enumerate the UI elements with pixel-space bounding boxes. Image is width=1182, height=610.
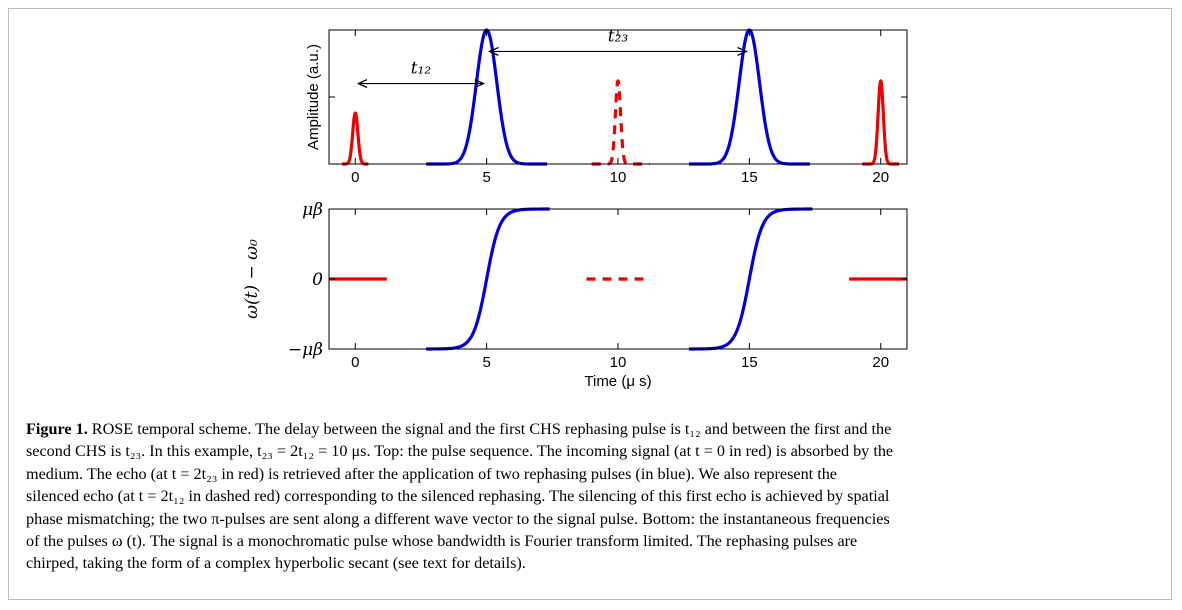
annotation-label-2: t₂₃	[608, 26, 629, 46]
bottom-y-tick-label: 0	[312, 270, 323, 290]
figure-caption: Figure 1. ROSE temporal scheme. The dela…	[26, 418, 1158, 575]
bottom-y-axis-label: ω(t) − ω₀	[242, 239, 262, 319]
top-panel: 0 5 10 15 20 t₁₂ t₂₃ Amplitude (a.u.)	[305, 26, 908, 186]
top-x-tick-label: 10	[610, 169, 627, 186]
figure-label: Figure 1.	[26, 420, 88, 438]
top-x-tick-label: 5	[482, 169, 490, 186]
bottom-y-tick-label: μβ	[302, 200, 323, 220]
top-y-axis-label: Amplitude (a.u.)	[305, 44, 322, 150]
top-annotations-group: t₁₂ t₂₃	[358, 26, 746, 83]
caption-line-7: chirped, taking the form of a complex hy…	[26, 554, 526, 573]
top-series-5	[860, 79, 901, 166]
top-axes-box	[328, 29, 908, 165]
caption-line-5: phase mismatching; the two π-pulses are …	[26, 509, 890, 528]
top-x-tick-label: 20	[872, 169, 889, 186]
bottom-y-tick-label: −μβ	[288, 340, 323, 360]
bottom-series-2	[425, 207, 551, 351]
figure-plots: 0 5 10 15 20 t₁₂ t₂₃ Amplitude (a.u.) 0 5 10 15 2…	[242, 26, 909, 390]
caption-line-1-text: ROSE temporal scheme. The delay between …	[91, 420, 892, 438]
bottom-x-tick-label: 5	[482, 354, 490, 371]
figure-frame	[8, 8, 1172, 600]
bottom-x-tick-label: 20	[872, 354, 889, 371]
bottom-x-axis-label: Time (μ s)	[584, 373, 651, 390]
bottom-axes-box	[328, 208, 908, 350]
top-series-1	[340, 111, 370, 166]
bottom-x-tick-label: 0	[351, 354, 359, 371]
annotation-label-1: t₁₂	[411, 59, 432, 79]
top-series-3	[590, 79, 651, 166]
top-series-2	[425, 28, 549, 166]
caption-line-1: Figure 1. ROSE temporal scheme. The dela…	[26, 418, 1158, 440]
caption-line-3: medium. The echo (at t = 2t₂₃ in red) is…	[26, 464, 837, 483]
caption-line-2: second CHS is t₂₃. In this example, t₂₃ …	[26, 442, 894, 461]
top-series-4	[687, 28, 811, 166]
top-series-group	[340, 28, 901, 166]
bottom-series-group	[327, 207, 909, 351]
top-x-tick-label: 0	[351, 169, 359, 186]
caption-line-6: of the pulses ω (t). The signal is a mon…	[26, 532, 858, 551]
bottom-x-tick-label: 15	[741, 354, 758, 371]
caption-line-4: silenced echo (at t = 2t₁₂ in dashed red…	[26, 487, 890, 506]
top-x-tick-label: 15	[741, 169, 758, 186]
bottom-x-tick-label: 10	[610, 354, 627, 371]
bottom-series-4	[687, 207, 814, 351]
bottom-ticks-group: 0 5 10 15 20 −μβ 0 μβ	[288, 200, 907, 371]
top-ticks-group: 0 5 10 15 20	[329, 30, 907, 186]
bottom-panel: 0 5 10 15 20 −μβ 0 μβ ω(t) − ω₀ Time (μ s)	[242, 200, 909, 390]
